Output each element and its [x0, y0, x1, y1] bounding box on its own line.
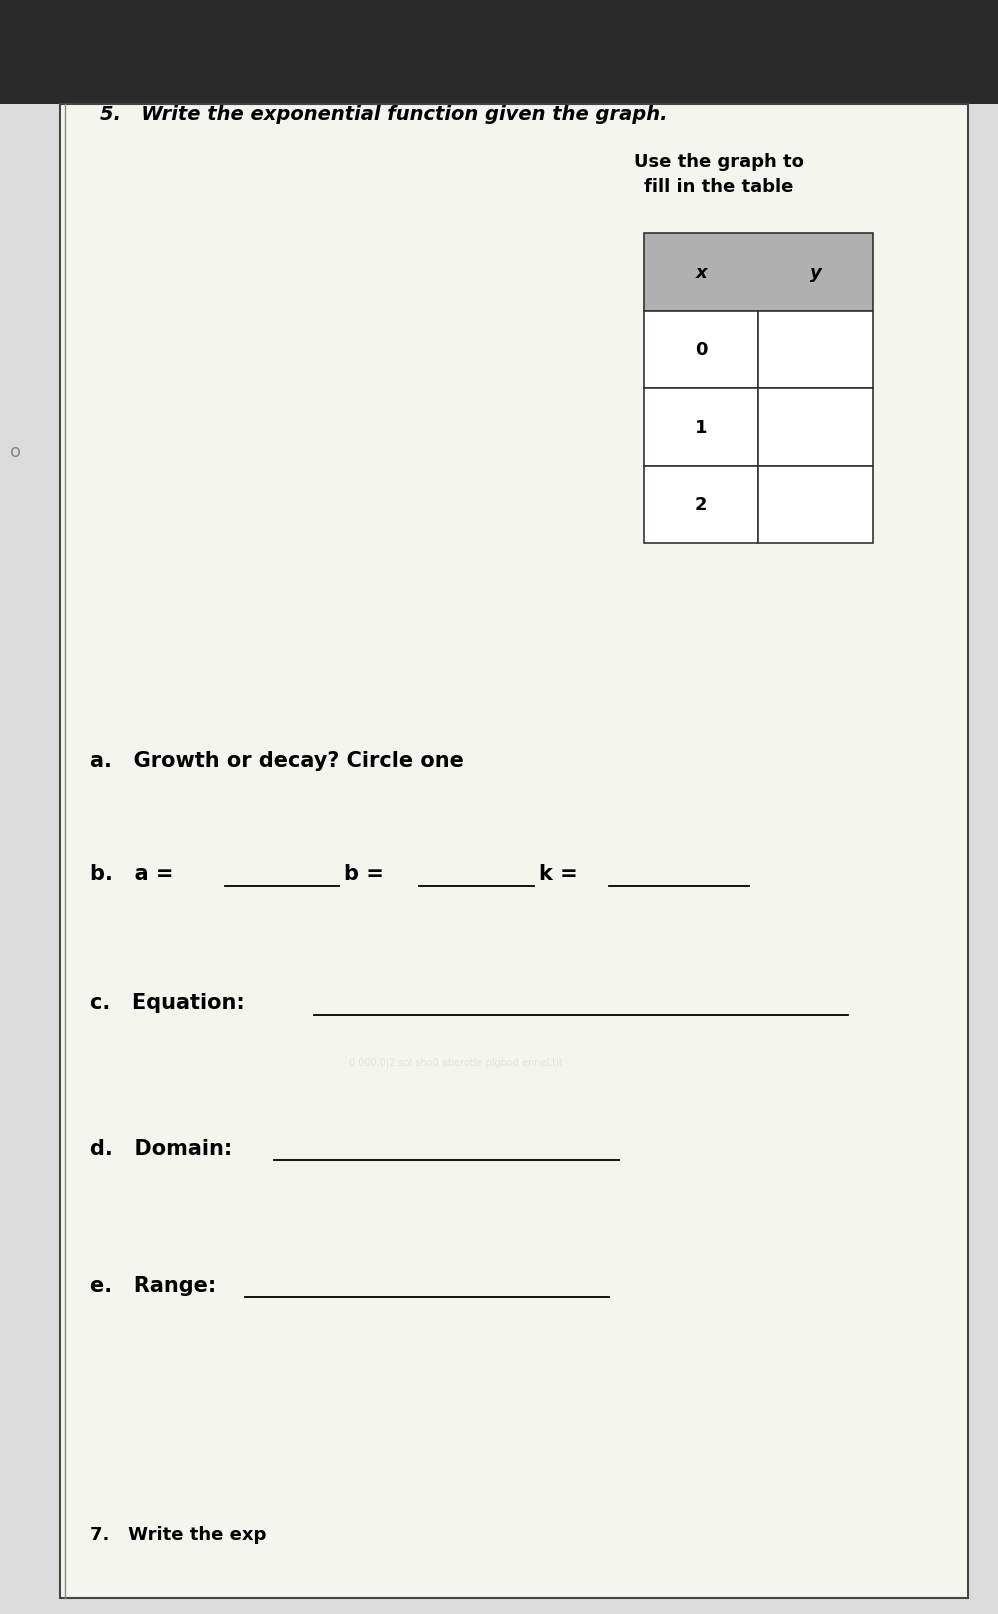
- Text: b.   a =: b. a =: [90, 863, 181, 883]
- Text: 4: 4: [393, 563, 401, 576]
- Text: 8: 8: [579, 563, 587, 576]
- Text: 1: 1: [695, 418, 708, 437]
- Text: x: x: [696, 263, 707, 282]
- Text: 8: 8: [196, 250, 204, 263]
- Text: 2: 2: [301, 563, 308, 576]
- Text: 7: 7: [196, 287, 204, 300]
- Text: -1: -1: [160, 563, 173, 576]
- Text: 1: 1: [196, 510, 204, 523]
- Text: 5.   Write the exponential function given the graph.: 5. Write the exponential function given …: [100, 105, 668, 124]
- Text: -2: -2: [114, 563, 126, 576]
- Text: c.   Equation:: c. Equation:: [90, 993, 251, 1012]
- Text: -2: -2: [192, 621, 204, 634]
- Text: d.   Domain:: d. Domain:: [90, 1138, 240, 1157]
- Text: 11: 11: [189, 139, 204, 152]
- Text: -4: -4: [192, 696, 204, 709]
- Text: 4: 4: [196, 399, 204, 412]
- Text: 2: 2: [196, 473, 204, 486]
- Text: 6: 6: [486, 563, 494, 576]
- Text: 5: 5: [440, 563, 448, 576]
- Text: 7: 7: [532, 563, 540, 576]
- Text: 5: 5: [196, 362, 204, 374]
- Text: y: y: [810, 263, 821, 282]
- Text: 7.   Write the exp: 7. Write the exp: [90, 1525, 266, 1543]
- Text: -1: -1: [192, 584, 204, 597]
- Text: k =: k =: [539, 863, 585, 883]
- Text: e.   Range:: e. Range:: [90, 1275, 224, 1294]
- Text: b =: b =: [344, 863, 391, 883]
- Text: 3: 3: [347, 563, 355, 576]
- Text: Use the graph to
fill in the table: Use the graph to fill in the table: [634, 153, 803, 197]
- Text: 10: 10: [188, 176, 204, 189]
- Text: a.   Growth or decay? Circle one: a. Growth or decay? Circle one: [90, 751, 464, 770]
- Text: 3: 3: [196, 436, 204, 449]
- Text: 9: 9: [196, 213, 204, 226]
- Text: 6: 6: [196, 324, 204, 337]
- Text: o: o: [10, 442, 21, 462]
- Text: 0: 0: [695, 341, 708, 360]
- Text: -3: -3: [192, 659, 204, 671]
- Text: 2: 2: [695, 495, 708, 515]
- Text: 0 000,0|2 sol sho0 aberotle plgbod ennel.tit: 0 000,0|2 sol sho0 aberotle plgbod ennel…: [349, 1057, 563, 1068]
- Text: 1: 1: [254, 563, 262, 576]
- Text: 9: 9: [625, 563, 633, 576]
